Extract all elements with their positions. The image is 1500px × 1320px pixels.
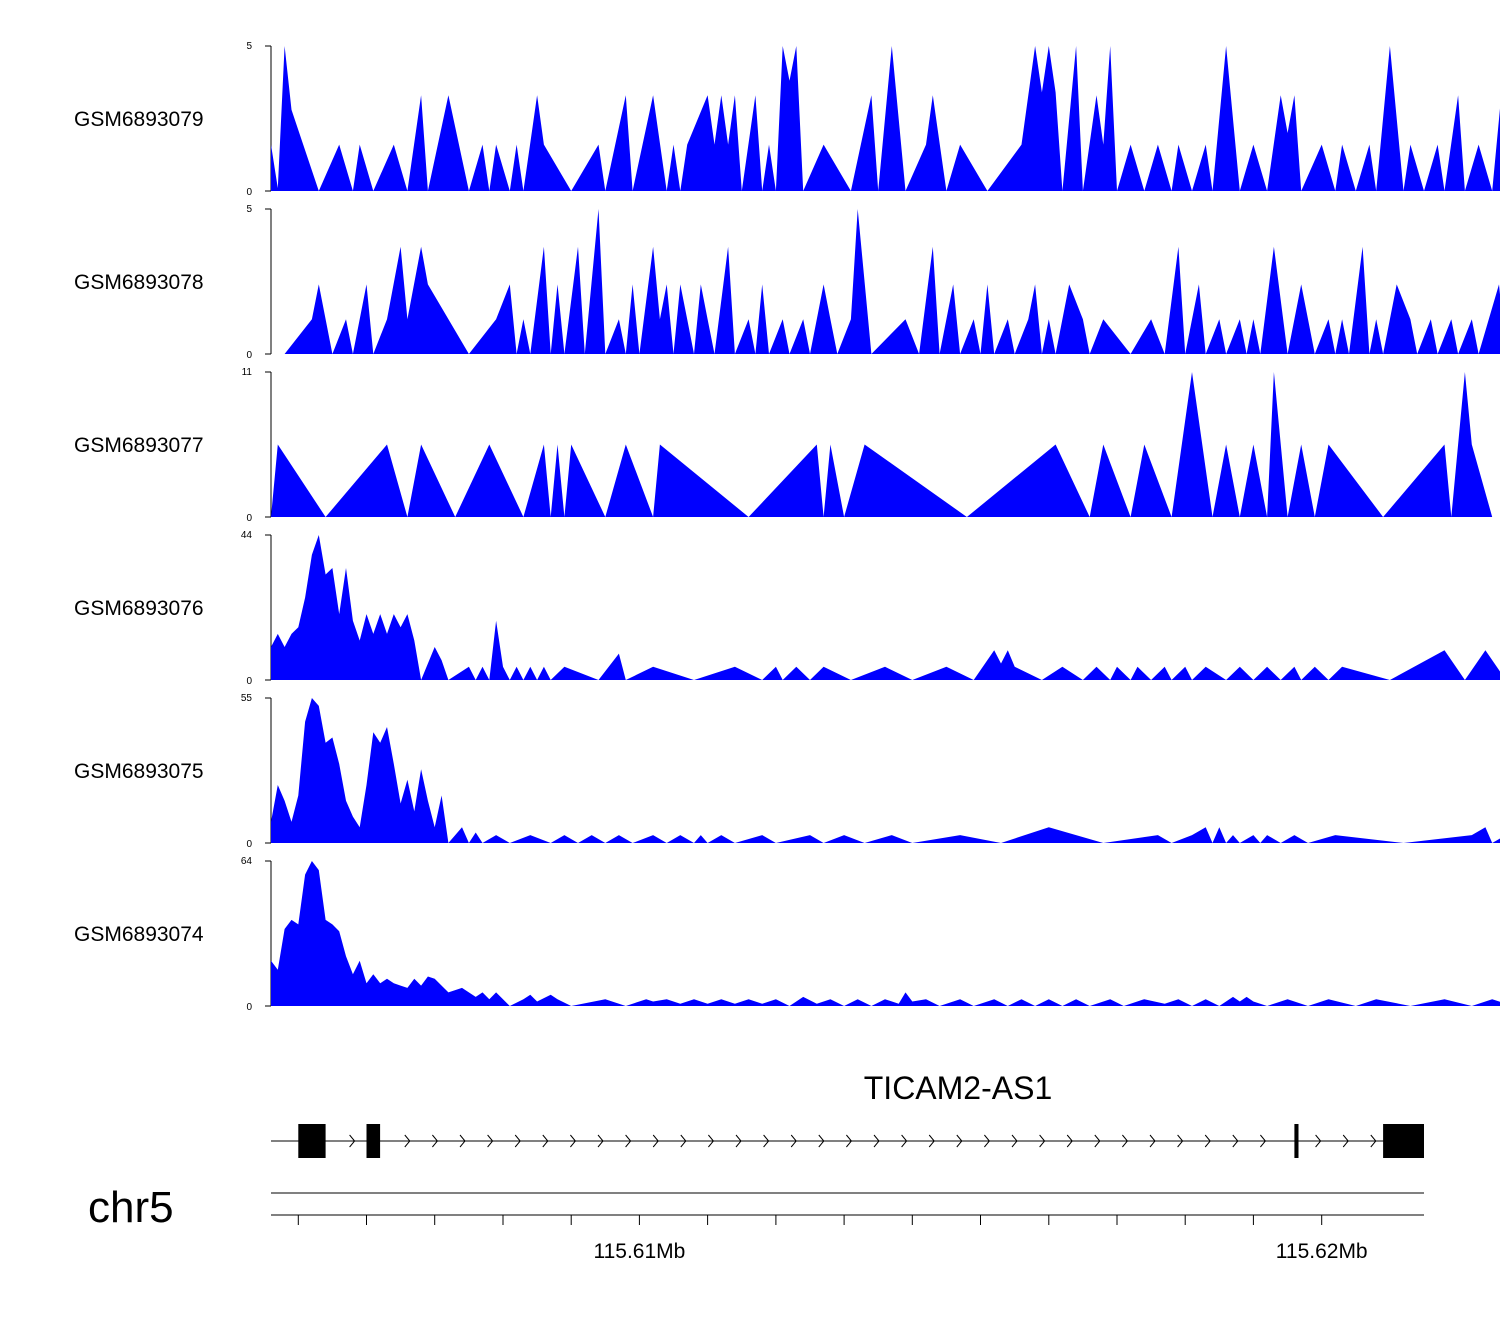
y-tick-label-zero: 0 [246, 350, 252, 361]
strand-arrow [597, 1134, 604, 1148]
strand-arrow [873, 1134, 880, 1148]
y-tick-label-zero: 0 [246, 839, 252, 850]
y-tick-label-max: 55 [241, 693, 253, 704]
strand-arrow [625, 1134, 632, 1148]
strand-arrow [928, 1134, 935, 1148]
strand-arrow [763, 1134, 770, 1148]
strand-arrow [1315, 1134, 1322, 1148]
coverage-area-gsm6893077 [271, 372, 1493, 517]
axis-tick-label: 115.62Mb [1276, 1240, 1368, 1263]
y-tick-label-max: 11 [242, 367, 253, 378]
strand-arrow [708, 1134, 715, 1148]
genome-axis: chr5 115.61Mb 115.62Mb [88, 1183, 1424, 1263]
axis-tick-label: 115.61Mb [593, 1240, 685, 1263]
gene-annotation-track: TICAM2-AS1 [271, 1070, 1424, 1158]
strand-arrow [1342, 1134, 1349, 1148]
strand-arrow [1122, 1134, 1129, 1148]
y-tick-label-max: 5 [246, 204, 252, 215]
exon-4 [1383, 1124, 1424, 1158]
strand-arrow [790, 1134, 797, 1148]
track-label-gsm6893074: GSM6893074 [74, 923, 204, 946]
strand-arrow [1260, 1134, 1267, 1148]
y-tick-label-max: 44 [241, 530, 253, 541]
gene-label: TICAM2-AS1 [864, 1070, 1052, 1106]
strand-arrow [818, 1134, 825, 1148]
strand-arrow [956, 1134, 963, 1148]
strand-arrow [459, 1134, 466, 1148]
strand-arrow [652, 1134, 659, 1148]
strand-arrow [1204, 1134, 1211, 1148]
strand-arrow [1011, 1134, 1018, 1148]
coverage-area-gsm6893076 [271, 535, 1500, 680]
coverage-area-gsm6893078 [284, 209, 1500, 354]
chromosome-label: chr5 [88, 1183, 174, 1232]
strand-arrow [1094, 1134, 1101, 1148]
coverage-area-gsm6893079 [271, 46, 1500, 191]
y-tick-label-zero: 0 [246, 1002, 252, 1013]
coverage-area-gsm6893075 [271, 698, 1500, 843]
track-gsm6893076: GSM6893076 44 0 [74, 530, 1500, 687]
strand-arrow [735, 1134, 742, 1148]
strand-arrow [487, 1134, 494, 1148]
y-tick-label-zero: 0 [246, 187, 252, 198]
coverage-tracks: GSM689307950GSM689307850GSM6893077110GSM… [74, 41, 1500, 1013]
track-label-gsm6893078: GSM6893078 [74, 271, 204, 294]
track-label-gsm6893076: GSM6893076 [74, 597, 204, 620]
strand-arrow [901, 1134, 908, 1148]
strand-arrow [514, 1134, 521, 1148]
gene-exons [298, 1124, 1424, 1158]
track-label-gsm6893077: GSM6893077 [74, 434, 204, 457]
track-label-gsm6893075: GSM6893075 [74, 760, 204, 783]
track-gsm6893078: GSM6893078 5 0 [74, 204, 1500, 361]
axis-ticks: 115.61Mb 115.62Mb [297, 1215, 1368, 1263]
track-gsm6893077: GSM6893077 11 0 [74, 367, 1493, 524]
y-tick-label-max: 64 [241, 856, 253, 867]
track-gsm6893074: GSM6893074 64 0 [74, 856, 1500, 1013]
strand-arrow [984, 1134, 991, 1148]
strand-arrow [1232, 1134, 1239, 1148]
strand-arrow [432, 1134, 439, 1148]
strand-arrow [404, 1134, 411, 1148]
strand-arrow [1039, 1134, 1046, 1148]
strand-arrow [1149, 1134, 1156, 1148]
exon-1 [298, 1124, 326, 1158]
coverage-area-gsm6893074 [271, 861, 1500, 1006]
y-tick-label-zero: 0 [246, 676, 252, 687]
track-label-gsm6893079: GSM6893079 [74, 108, 204, 131]
track-gsm6893075: GSM6893075 55 0 [74, 693, 1500, 850]
strand-arrow [1370, 1134, 1377, 1148]
strand-arrow [1177, 1134, 1184, 1148]
y-tick-label-max: 5 [246, 41, 252, 52]
strand-arrow [680, 1134, 687, 1148]
strand-arrow [349, 1134, 356, 1148]
strand-arrow [570, 1134, 577, 1148]
strand-arrow [1066, 1134, 1073, 1148]
strand-arrow [542, 1134, 549, 1148]
exon-3 [1294, 1124, 1299, 1158]
strand-arrow [846, 1134, 853, 1148]
track-gsm6893079: GSM6893079 5 0 [74, 41, 1500, 198]
strand-arrows [349, 1134, 1377, 1148]
y-tick-label-zero: 0 [246, 513, 252, 524]
exon-2 [366, 1124, 381, 1158]
